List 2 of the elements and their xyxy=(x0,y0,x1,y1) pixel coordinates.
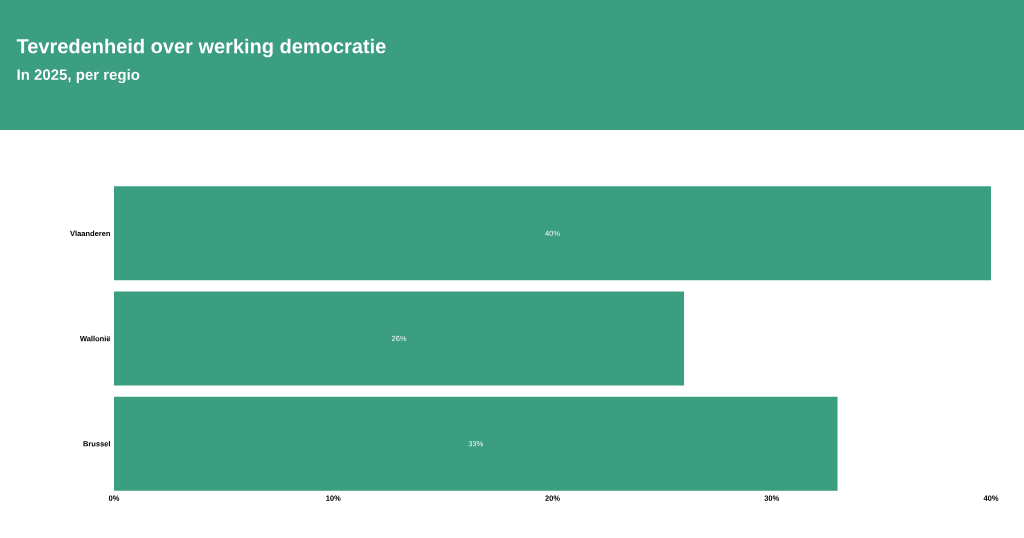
chart-title: Tevredenheid over werking democratie xyxy=(16,38,386,58)
chart-subtitle: In 2025, per regio xyxy=(17,68,140,84)
